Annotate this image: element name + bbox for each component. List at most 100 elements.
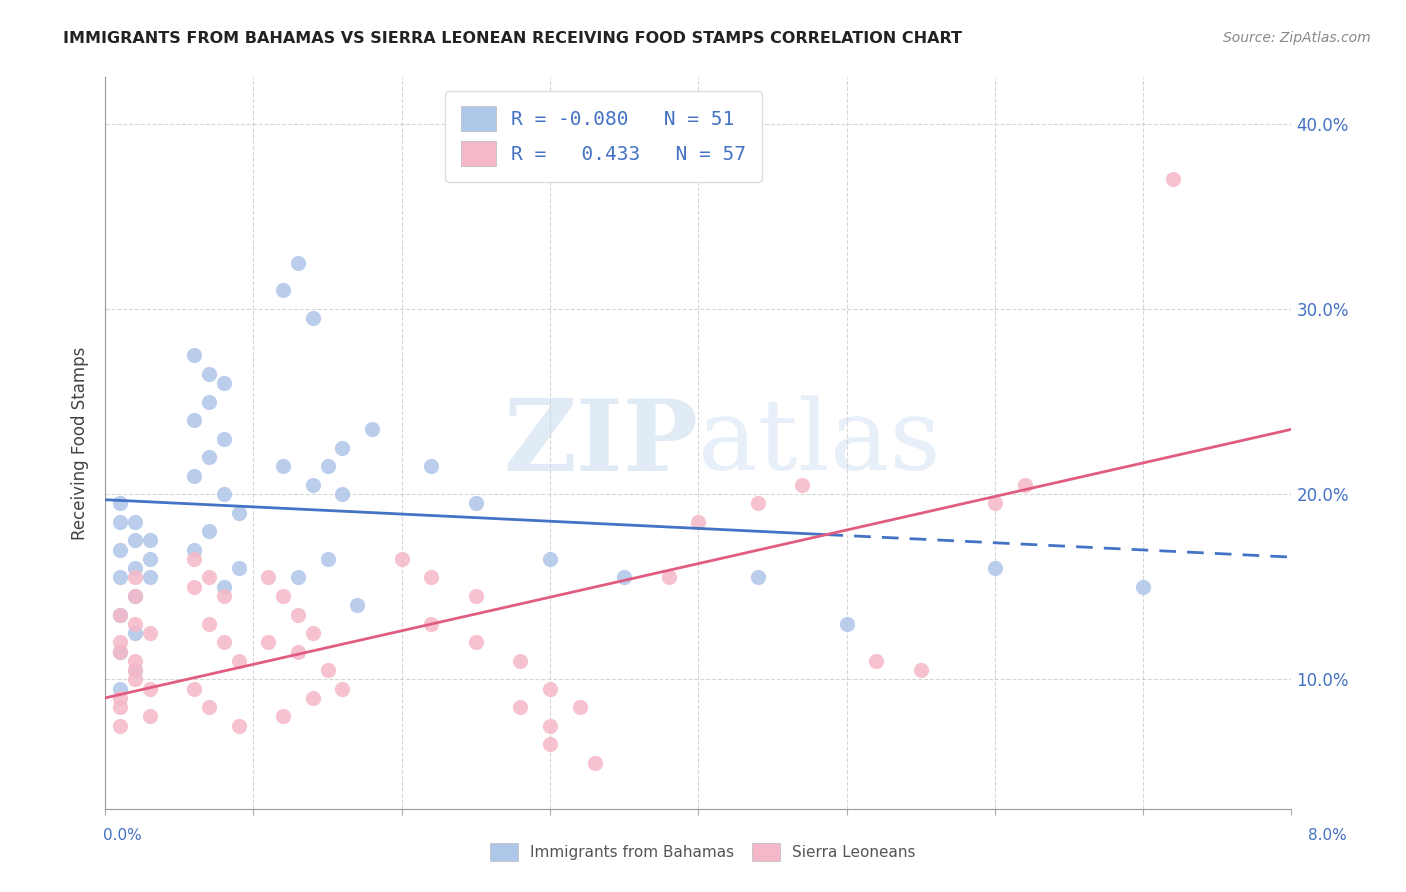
Point [183,542,205,557]
Point [124,515,146,529]
Point [138,681,160,696]
Point [287,644,309,658]
Point [183,413,205,427]
Point [1161,172,1184,186]
Point [316,552,339,566]
Point [316,459,339,474]
Point [361,422,384,436]
Point [198,524,221,539]
Point [538,737,561,751]
Point [212,589,235,603]
Point [212,487,235,501]
Point [301,690,323,705]
Point [198,570,221,584]
Point [332,681,354,696]
Point [124,616,146,631]
Point [658,570,681,584]
Point [183,468,205,483]
Point [198,367,221,381]
Point [984,561,1007,575]
Point [124,663,146,677]
Point [124,673,146,687]
Point [108,644,131,658]
Point [124,654,146,668]
Point [198,700,221,714]
Point [138,552,160,566]
Point [108,635,131,649]
Point [108,607,131,622]
Point [271,709,294,723]
Point [865,654,887,668]
Point [464,635,486,649]
Point [287,570,309,584]
Point [747,496,769,510]
Point [124,533,146,548]
Point [332,441,354,455]
Point [183,681,205,696]
Point [212,635,235,649]
Point [257,635,280,649]
Point [420,570,443,584]
Point [271,589,294,603]
Point [198,394,221,409]
Point [509,700,531,714]
Point [198,616,221,631]
Point [910,663,932,677]
Point [835,616,858,631]
Point [228,561,250,575]
Point [420,616,443,631]
Point [538,552,561,566]
Point [138,626,160,640]
Point [1014,478,1036,492]
Point [124,589,146,603]
Point [287,607,309,622]
Point [688,515,710,529]
Point [346,599,368,613]
Point [108,515,131,529]
Point [316,663,339,677]
Point [613,570,636,584]
Point [108,542,131,557]
Point [108,681,131,696]
Point [138,570,160,584]
Text: atlas: atlas [699,395,941,491]
Point [301,478,323,492]
Point [332,487,354,501]
Point [538,719,561,733]
Point [124,589,146,603]
Point [257,570,280,584]
Point [287,255,309,269]
Point [792,478,814,492]
Point [464,496,486,510]
Point [747,570,769,584]
Point [124,561,146,575]
Point [271,459,294,474]
Point [212,580,235,594]
Point [271,284,294,298]
Point [212,376,235,390]
Point [183,580,205,594]
Text: Source: ZipAtlas.com: Source: ZipAtlas.com [1223,31,1371,45]
Point [138,709,160,723]
Point [108,690,131,705]
Point [568,700,591,714]
Point [108,719,131,733]
Point [212,432,235,446]
Point [108,496,131,510]
Point [538,681,561,696]
Point [183,348,205,362]
Point [124,570,146,584]
Point [301,626,323,640]
Point [464,589,486,603]
Text: IMMIGRANTS FROM BAHAMAS VS SIERRA LEONEAN RECEIVING FOOD STAMPS CORRELATION CHAR: IMMIGRANTS FROM BAHAMAS VS SIERRA LEONEA… [63,31,962,46]
Point [1132,580,1154,594]
Point [420,459,443,474]
Text: 8.0%: 8.0% [1308,828,1347,843]
Legend: Immigrants from Bahamas, Sierra Leoneans: Immigrants from Bahamas, Sierra Leoneans [482,836,924,868]
Point [108,700,131,714]
Point [583,756,606,770]
Point [391,552,413,566]
Point [509,654,531,668]
Legend: R = -0.080   N = 51, R =   0.433   N = 57: R = -0.080 N = 51, R = 0.433 N = 57 [446,91,762,182]
Point [228,719,250,733]
